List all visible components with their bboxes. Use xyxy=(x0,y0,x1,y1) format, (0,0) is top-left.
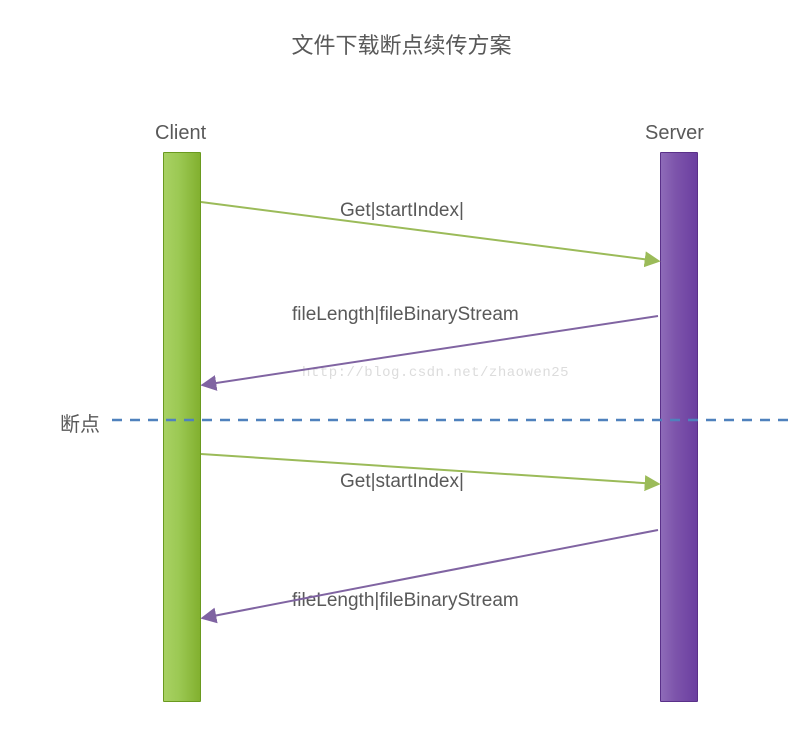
server-lifeline-bar xyxy=(660,152,698,702)
msg2-label: fileLength|fileBinaryStream xyxy=(292,304,519,326)
msg4-label: fileLength|fileBinaryStream xyxy=(292,590,519,612)
client-label: Client xyxy=(155,122,206,145)
client-lifeline-bar xyxy=(163,152,201,702)
sequence-diagram: 文件下载断点续传方案 Client Server 断点 http://blog.… xyxy=(0,0,803,731)
msg1-label: Get|startIndex| xyxy=(340,200,464,222)
server-label: Server xyxy=(645,122,704,145)
diagram-title: 文件下载断点续传方案 xyxy=(0,28,803,60)
breakpoint-label: 断点 xyxy=(60,408,100,437)
watermark-text: http://blog.csdn.net/zhaowen25 xyxy=(302,365,569,381)
msg3-label: Get|startIndex| xyxy=(340,471,464,493)
